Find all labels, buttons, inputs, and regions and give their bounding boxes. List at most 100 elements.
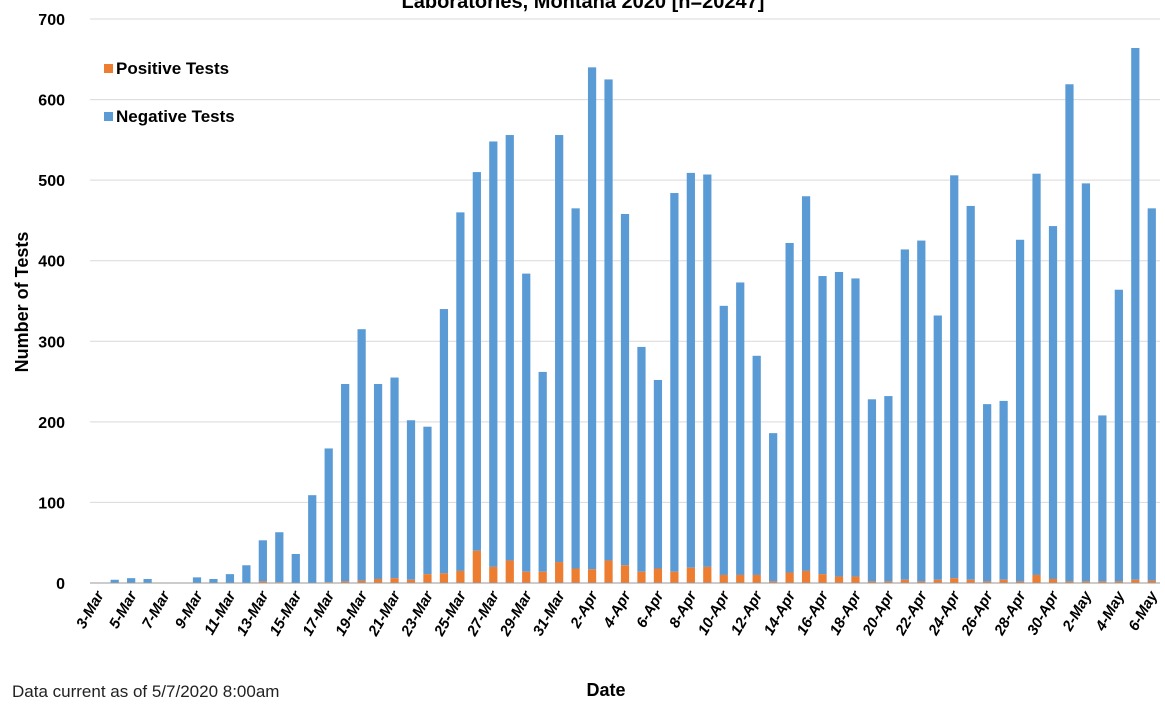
bar-positive bbox=[1081, 581, 1091, 583]
bar-positive bbox=[390, 578, 399, 583]
x-tick-label: 9-Mar bbox=[172, 587, 207, 631]
bar-positive bbox=[604, 560, 613, 583]
x-tick-label: 29-Mar bbox=[496, 587, 536, 639]
bar-positive bbox=[505, 560, 514, 583]
legend-label: Positive Tests bbox=[116, 59, 229, 78]
x-tick-label: 7-Mar bbox=[139, 587, 174, 631]
bar-negative bbox=[209, 578, 218, 583]
bar-negative bbox=[1048, 226, 1058, 579]
bar-positive bbox=[555, 562, 564, 583]
x-tick-label: 3-Mar bbox=[73, 587, 108, 631]
bar-negative bbox=[522, 273, 531, 572]
bar-negative bbox=[110, 579, 119, 583]
bar-negative bbox=[225, 574, 235, 583]
bar-negative bbox=[851, 278, 860, 577]
bar-negative bbox=[653, 379, 663, 569]
bar-negative bbox=[127, 578, 136, 583]
bar-negative bbox=[999, 400, 1008, 580]
x-axis-label: Date bbox=[586, 680, 625, 700]
bar-negative bbox=[604, 79, 613, 561]
bar-negative bbox=[801, 196, 811, 571]
bar-negative bbox=[620, 213, 630, 566]
bar-positive bbox=[686, 567, 695, 583]
bar-negative bbox=[834, 271, 844, 577]
x-tick-label: 31-Mar bbox=[530, 587, 569, 638]
bar-negative bbox=[769, 433, 778, 582]
x-tick-label: 22-Apr bbox=[892, 587, 932, 639]
y-tick-label: 400 bbox=[38, 254, 65, 271]
bar-positive bbox=[752, 574, 761, 583]
bar-positive bbox=[917, 581, 926, 583]
bar-positive bbox=[851, 576, 860, 583]
bar-positive bbox=[1032, 574, 1041, 583]
x-axis-ticks: 3-Mar5-Mar7-Mar9-Mar11-Mar13-Mar15-Mar17… bbox=[73, 587, 1162, 639]
y-axis-label: Number of Tests bbox=[12, 232, 32, 373]
legend-label: Negative Tests bbox=[116, 107, 235, 126]
y-tick-label: 600 bbox=[38, 93, 65, 110]
x-tick-label: 2-May bbox=[1059, 588, 1096, 635]
bar-positive bbox=[258, 581, 267, 583]
bar-negative bbox=[1114, 289, 1123, 582]
bar-positive bbox=[439, 573, 449, 583]
bar-positive bbox=[1114, 581, 1123, 583]
y-tick-label: 0 bbox=[56, 576, 65, 593]
bar-positive bbox=[769, 581, 778, 583]
bar-positive bbox=[1048, 578, 1058, 583]
bar-positive bbox=[670, 571, 679, 583]
y-tick-label: 700 bbox=[38, 12, 65, 29]
bar-negative bbox=[752, 355, 761, 575]
bar-positive bbox=[423, 574, 432, 583]
bar-negative bbox=[670, 193, 679, 572]
bar-negative bbox=[439, 309, 449, 574]
bar-negative bbox=[143, 578, 152, 583]
bar-negative bbox=[884, 396, 893, 582]
bar-negative bbox=[390, 377, 399, 579]
x-tick-label: 21-Mar bbox=[365, 587, 405, 639]
bar-negative bbox=[966, 205, 975, 580]
bar-positive bbox=[983, 581, 992, 583]
bar-positive bbox=[736, 574, 745, 583]
bar-negative bbox=[1131, 48, 1140, 580]
bar-negative bbox=[538, 371, 547, 572]
bar-positive bbox=[341, 581, 350, 583]
bar-positive bbox=[900, 579, 909, 583]
bar-negative bbox=[587, 67, 597, 570]
bar-negative bbox=[900, 249, 909, 580]
bar-positive bbox=[966, 579, 975, 583]
bar-negative bbox=[571, 208, 580, 569]
bar-positive bbox=[999, 579, 1008, 583]
x-tick-label: 30-Apr bbox=[1024, 587, 1063, 638]
bar-negative bbox=[1065, 84, 1074, 582]
x-tick-label: 20-Apr bbox=[859, 587, 899, 639]
bar-negative bbox=[308, 495, 317, 583]
x-tick-label: 24-Apr bbox=[925, 587, 965, 639]
y-tick-label: 500 bbox=[38, 173, 65, 190]
bar-negative bbox=[489, 141, 498, 567]
bar-negative bbox=[456, 212, 465, 571]
bar-positive bbox=[373, 578, 383, 583]
bar-negative bbox=[950, 175, 959, 579]
bar-positive bbox=[703, 566, 712, 583]
chart-title: Laboratories, Montana 2020 [n=20247] bbox=[402, 0, 765, 13]
bar-negative bbox=[291, 553, 300, 583]
bar-negative bbox=[505, 135, 514, 561]
x-tick-label: 23-Mar bbox=[398, 587, 438, 639]
bar-positive bbox=[818, 574, 827, 583]
bar-positive bbox=[933, 579, 942, 583]
bar-positive bbox=[867, 581, 877, 583]
bar-positive bbox=[950, 578, 959, 583]
bar-positive bbox=[472, 550, 481, 583]
bar-positive bbox=[785, 572, 794, 583]
bar-negative bbox=[736, 282, 745, 575]
bar-negative bbox=[555, 135, 564, 563]
bar-positive bbox=[571, 568, 580, 583]
bar-negative bbox=[818, 276, 827, 575]
bar-positive bbox=[1015, 581, 1025, 583]
bar-positive bbox=[456, 570, 465, 583]
bar-negative bbox=[373, 383, 383, 579]
bar-negative bbox=[719, 305, 728, 575]
bar-positive bbox=[834, 576, 844, 583]
x-tick-label: 2-Apr bbox=[567, 587, 602, 631]
bar-negative bbox=[686, 172, 695, 568]
bar-negative bbox=[785, 242, 794, 573]
